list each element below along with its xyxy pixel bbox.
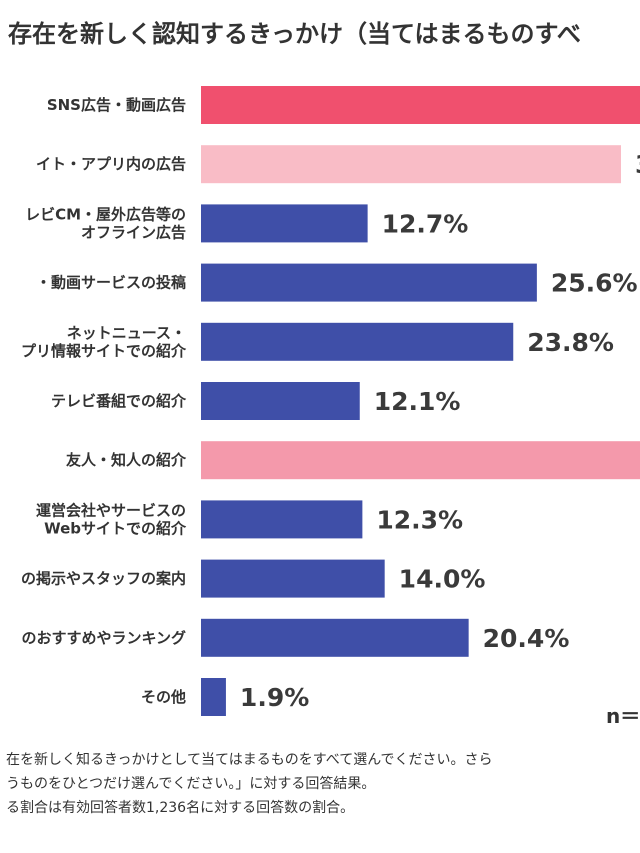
bar xyxy=(201,678,226,716)
category-label: ・動画サービスの投稿 xyxy=(36,274,186,292)
data-label: 12.1% xyxy=(374,387,461,416)
bar xyxy=(201,322,514,361)
footnote-line: うものをひとつだけ選んでください。」に対する回答結果。 xyxy=(6,776,376,792)
data-label: 12.7% xyxy=(382,209,469,238)
data-label: 20.4% xyxy=(483,624,570,653)
chart-title: 存在を新しく認知するきっかけ（当てはまるものすべ xyxy=(8,20,581,48)
bar-chart: SNS広告・動画広告イト・アプリ内の広告レビCM・屋外広告等のオフライン広告・動… xyxy=(21,86,640,716)
category-label: Webサイトでの紹介 xyxy=(44,519,187,537)
bar xyxy=(201,441,640,480)
data-label: 14.0% xyxy=(399,565,486,594)
category-label: その他 xyxy=(141,688,186,706)
category-label: のおすすめやランキング xyxy=(21,629,186,647)
bar xyxy=(201,263,537,302)
bar xyxy=(201,500,363,539)
footnote-line: る割合は有効回答者数1,236名に対する回答数の割合。 xyxy=(6,800,355,816)
category-label: 友人・知人の紹介 xyxy=(66,451,187,469)
category-label: オフライン広告 xyxy=(81,223,186,241)
data-label: 25.6% xyxy=(551,269,638,298)
data-label: 1.9% xyxy=(240,683,309,712)
category-label: SNS広告・動画広告 xyxy=(47,96,186,114)
category-label: の掲示やスタッフの案内 xyxy=(21,570,186,588)
bar xyxy=(201,86,640,124)
bar xyxy=(201,559,385,598)
category-label: イト・アプリ内の広告 xyxy=(36,155,186,173)
bar xyxy=(201,204,368,243)
category-label: レビCM・屋外広告等の xyxy=(25,205,186,223)
sample-size-label: n＝ xyxy=(606,704,640,728)
bar xyxy=(201,145,621,184)
category-label: テレビ番組での紹介 xyxy=(51,392,187,410)
footnotes: 在を新しく知るきっかけとして当てはまるものをすべて選んでください。さら うものを… xyxy=(0,748,640,820)
data-label: 3 xyxy=(635,150,640,179)
bar xyxy=(201,618,469,657)
footnote-line: 在を新しく知るきっかけとして当てはまるものをすべて選んでください。さら xyxy=(6,752,493,768)
category-label: ネットニュース・ xyxy=(67,324,186,342)
data-label: 23.8% xyxy=(527,328,614,357)
category-label: 運営会社やサービスの xyxy=(36,501,186,519)
bar xyxy=(201,382,360,420)
category-label: プリ情報サイトでの紹介 xyxy=(21,342,187,360)
data-label: 12.3% xyxy=(376,505,463,534)
